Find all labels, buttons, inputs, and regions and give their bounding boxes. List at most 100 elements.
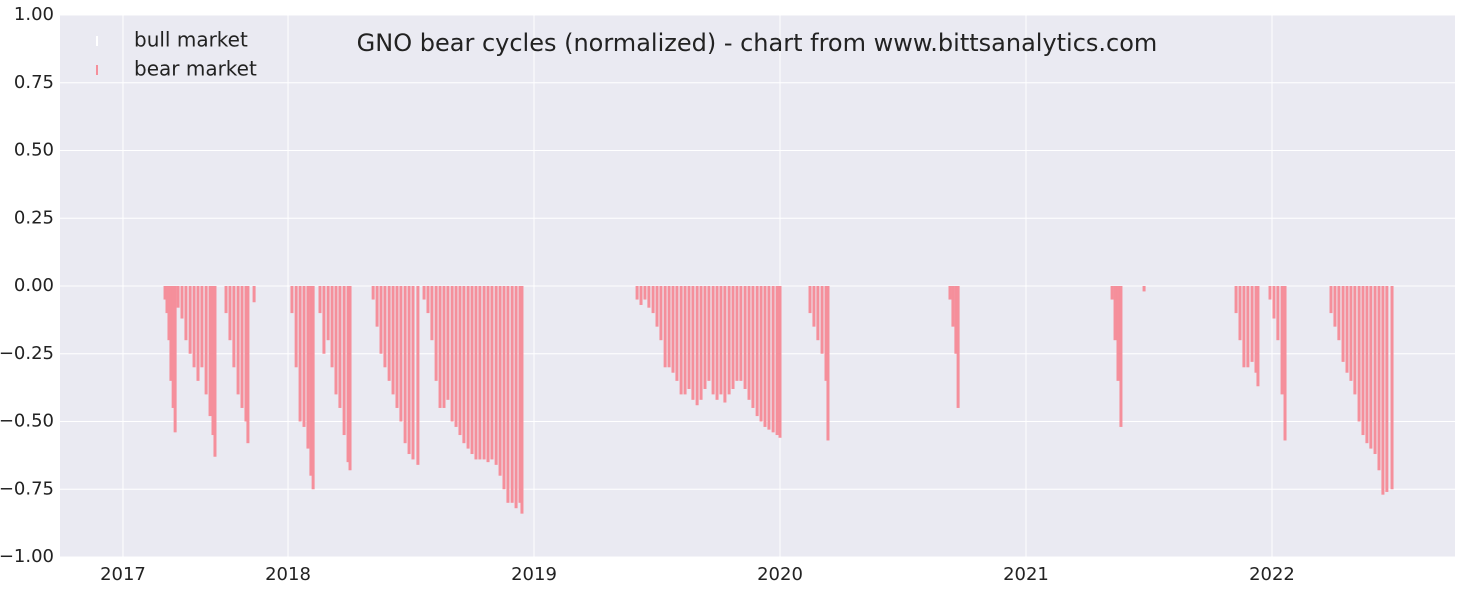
bar [759, 286, 763, 422]
bar [743, 286, 747, 389]
bar [703, 286, 707, 389]
bar [778, 286, 782, 438]
bar [711, 286, 715, 395]
x-tick-label: 2018 [265, 564, 311, 585]
bar [169, 286, 173, 381]
bar [309, 286, 313, 476]
bar [520, 286, 524, 514]
bar [470, 286, 474, 455]
bar [715, 286, 719, 400]
bar [1280, 286, 1284, 395]
bar [767, 286, 771, 430]
bar [1113, 286, 1117, 341]
bar [1361, 286, 1365, 436]
y-tick-label: 0.25 [14, 207, 54, 228]
bar [1116, 286, 1120, 381]
bar [498, 286, 502, 476]
bar [294, 286, 298, 368]
x-tick-label: 2020 [757, 564, 803, 585]
bar [1272, 286, 1276, 319]
bar [1345, 286, 1349, 373]
bar [391, 286, 395, 395]
legend-marker [96, 36, 98, 46]
bar [1234, 286, 1238, 314]
bar [176, 286, 180, 308]
bar [1349, 286, 1353, 381]
bar [1250, 286, 1254, 362]
bar [683, 286, 687, 395]
bar [635, 286, 639, 300]
bar [1142, 286, 1146, 292]
bar [1390, 286, 1394, 490]
bar [1329, 286, 1333, 314]
bar [506, 286, 510, 503]
bar [322, 286, 326, 354]
bar [1256, 286, 1260, 387]
bars [163, 286, 1394, 514]
bar [679, 286, 683, 395]
bar [338, 286, 342, 408]
bar [298, 286, 302, 422]
bar [1381, 286, 1385, 495]
bar [224, 286, 228, 314]
bar [824, 286, 828, 381]
bar [213, 286, 217, 457]
bar [643, 286, 647, 300]
bar [422, 286, 426, 300]
y-tick-label: 0.00 [14, 275, 54, 296]
bar [342, 286, 346, 436]
x-tick-label: 2021 [1003, 564, 1049, 585]
legend-marker [96, 65, 98, 75]
bar [727, 286, 731, 395]
legend-label: bull market [134, 28, 248, 52]
bar [1119, 286, 1123, 427]
bar [739, 286, 743, 381]
bar [466, 286, 470, 449]
bar [1337, 286, 1341, 341]
bar [723, 286, 727, 403]
bar [411, 286, 415, 460]
bar [399, 286, 403, 422]
y-tick-label: 0.50 [14, 140, 54, 161]
grid [60, 14, 1455, 558]
bar [407, 286, 411, 455]
bar [1365, 286, 1369, 444]
bar [826, 286, 830, 441]
bar [204, 286, 208, 395]
bar [675, 286, 679, 381]
bar [318, 286, 322, 314]
bar [1333, 286, 1337, 327]
y-tick-label: 0.75 [14, 72, 54, 93]
bar [1276, 286, 1280, 341]
x-tick-label: 2022 [1249, 564, 1295, 585]
bar [820, 286, 824, 354]
bar [438, 286, 442, 408]
bar [192, 286, 196, 368]
bar [200, 286, 204, 368]
bar [808, 286, 812, 314]
legend-label: bear market [134, 57, 257, 81]
bar [1377, 286, 1381, 471]
bar [167, 286, 171, 341]
bar [478, 286, 482, 460]
bar [510, 286, 514, 503]
bar [196, 286, 200, 381]
bar [647, 286, 651, 308]
bar [246, 286, 250, 444]
bar [687, 286, 691, 389]
bar [1242, 286, 1246, 368]
bar [956, 286, 960, 408]
bar [165, 286, 169, 314]
bar [667, 286, 671, 368]
bar [1283, 286, 1287, 441]
y-tick-label: −0.75 [0, 478, 54, 499]
y-tick-label: −0.50 [0, 411, 54, 432]
bar [188, 286, 192, 354]
bar [302, 286, 306, 427]
bar [651, 286, 655, 314]
x-tick-label: 2019 [511, 564, 557, 585]
bar [763, 286, 767, 427]
bar [695, 286, 699, 406]
bar [1357, 286, 1361, 422]
